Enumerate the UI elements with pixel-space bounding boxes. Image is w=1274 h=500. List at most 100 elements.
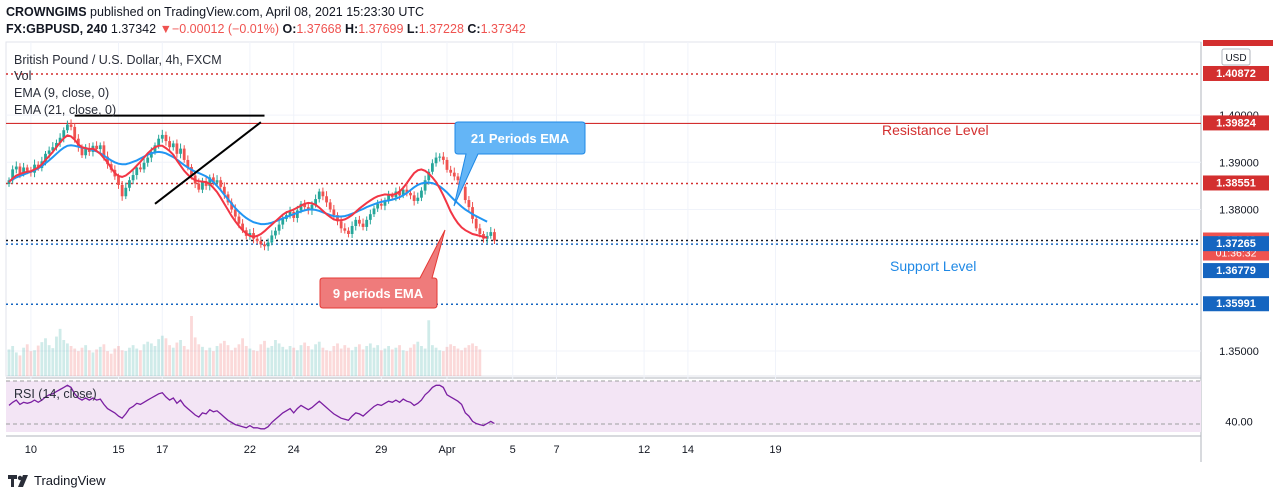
candle-body bbox=[120, 184, 124, 197]
time-tick-label: 22 bbox=[244, 444, 256, 456]
legend-rsi[interactable]: RSI (14, close) bbox=[14, 387, 97, 401]
time-tick-label: 14 bbox=[682, 444, 694, 456]
volume-bar bbox=[266, 347, 270, 376]
candle-body bbox=[124, 187, 128, 197]
volume-bar bbox=[168, 345, 171, 376]
volume-bar bbox=[18, 355, 22, 376]
candle-body bbox=[431, 163, 434, 172]
candle-body bbox=[354, 219, 358, 226]
candle-body bbox=[347, 230, 350, 235]
low-value: 1.37228 bbox=[418, 22, 464, 36]
candle-body bbox=[142, 162, 146, 170]
candle-body bbox=[427, 171, 431, 181]
volume-bar bbox=[463, 347, 467, 376]
candle-body bbox=[310, 204, 314, 211]
volume-bar bbox=[29, 351, 33, 376]
volume-bar bbox=[398, 345, 401, 376]
candle-body bbox=[434, 157, 438, 164]
volume-bar bbox=[277, 343, 281, 376]
candle-body bbox=[390, 195, 394, 198]
volume-bar bbox=[164, 338, 168, 376]
candle-body bbox=[452, 172, 456, 177]
volume-bar bbox=[321, 347, 325, 376]
candle-body bbox=[84, 148, 88, 156]
legend-ema9[interactable]: EMA (9, close, 0) bbox=[14, 86, 110, 100]
volume-bar bbox=[248, 348, 252, 376]
time-tick-label: 5 bbox=[510, 444, 516, 456]
volume-bar bbox=[226, 345, 230, 376]
volume-bar bbox=[281, 346, 285, 376]
time-tick-label: 10 bbox=[25, 444, 37, 456]
volume-bar bbox=[219, 343, 223, 376]
volume-bar bbox=[149, 343, 153, 376]
candle-body bbox=[474, 218, 478, 229]
candle-body bbox=[44, 153, 47, 162]
volume-bar bbox=[401, 350, 405, 376]
time-tick-label: 19 bbox=[769, 444, 781, 456]
volume-bar bbox=[252, 350, 255, 376]
volume-bar bbox=[230, 350, 234, 376]
legend-ema21[interactable]: EMA (21, close, 0) bbox=[14, 103, 117, 117]
volume-bar bbox=[109, 353, 113, 376]
publisher-name[interactable]: CROWNGIMS bbox=[6, 5, 87, 19]
candle-body bbox=[325, 196, 328, 203]
candle-body bbox=[467, 200, 471, 208]
volume-bar bbox=[201, 346, 204, 376]
resistance-level-label: Resistance Level bbox=[882, 122, 989, 138]
price-tick-label: 1.35000 bbox=[1219, 346, 1259, 358]
candle-body bbox=[281, 218, 285, 225]
candle-body bbox=[376, 203, 380, 209]
time-tick-label: 15 bbox=[112, 444, 124, 456]
price-level-tag bbox=[1203, 115, 1269, 131]
volume-bar bbox=[416, 341, 420, 376]
volume-bar bbox=[84, 345, 88, 376]
candle-body bbox=[157, 138, 161, 146]
volume-bar bbox=[314, 344, 317, 376]
symbol: FX:GBPUSD, 240 bbox=[6, 22, 108, 36]
volume-bar bbox=[365, 346, 369, 376]
candle-body bbox=[230, 202, 234, 210]
volume-bar bbox=[438, 350, 442, 376]
candle-body bbox=[343, 228, 347, 231]
volume-bar bbox=[354, 346, 358, 376]
volume-bar bbox=[139, 350, 142, 376]
volume-bar bbox=[73, 348, 77, 376]
candle-body bbox=[168, 141, 171, 148]
volume-bar bbox=[325, 350, 328, 376]
candle-body bbox=[47, 150, 51, 154]
candle-body bbox=[358, 219, 361, 224]
candle-body bbox=[303, 203, 307, 208]
volume-bar bbox=[456, 348, 460, 376]
footer-brand[interactable]: TradingView bbox=[8, 473, 106, 488]
volume-bar bbox=[449, 344, 453, 376]
volume-bar bbox=[412, 344, 416, 376]
time-tick-label: 24 bbox=[288, 444, 300, 456]
volume-bar bbox=[212, 351, 215, 376]
candle-body bbox=[58, 137, 62, 143]
volume-bar bbox=[215, 346, 219, 376]
volume-bar bbox=[14, 352, 18, 376]
candle-body bbox=[295, 210, 299, 218]
candle-body bbox=[401, 189, 405, 196]
volume-bar bbox=[394, 347, 398, 376]
candle-body bbox=[179, 148, 182, 154]
volume-bar bbox=[113, 348, 117, 376]
volume-bar bbox=[259, 344, 263, 376]
candle-body bbox=[350, 225, 354, 235]
volume-bar bbox=[387, 346, 390, 376]
volume-bar bbox=[431, 345, 434, 376]
volume-bar bbox=[255, 351, 259, 376]
price-level-tag-label: 1.35991 bbox=[1216, 298, 1256, 310]
volume-bar bbox=[383, 348, 387, 376]
volume-bar bbox=[409, 347, 412, 376]
footer-brand-label: TradingView bbox=[34, 473, 106, 488]
candle-body bbox=[372, 208, 376, 215]
volume-bar bbox=[102, 344, 106, 376]
candle-body bbox=[445, 159, 449, 170]
candle-body bbox=[62, 130, 66, 138]
legend-volume[interactable]: Vol bbox=[14, 69, 32, 83]
volume-bar bbox=[358, 344, 361, 376]
candle-body bbox=[175, 143, 179, 154]
volume-bar bbox=[368, 343, 372, 376]
